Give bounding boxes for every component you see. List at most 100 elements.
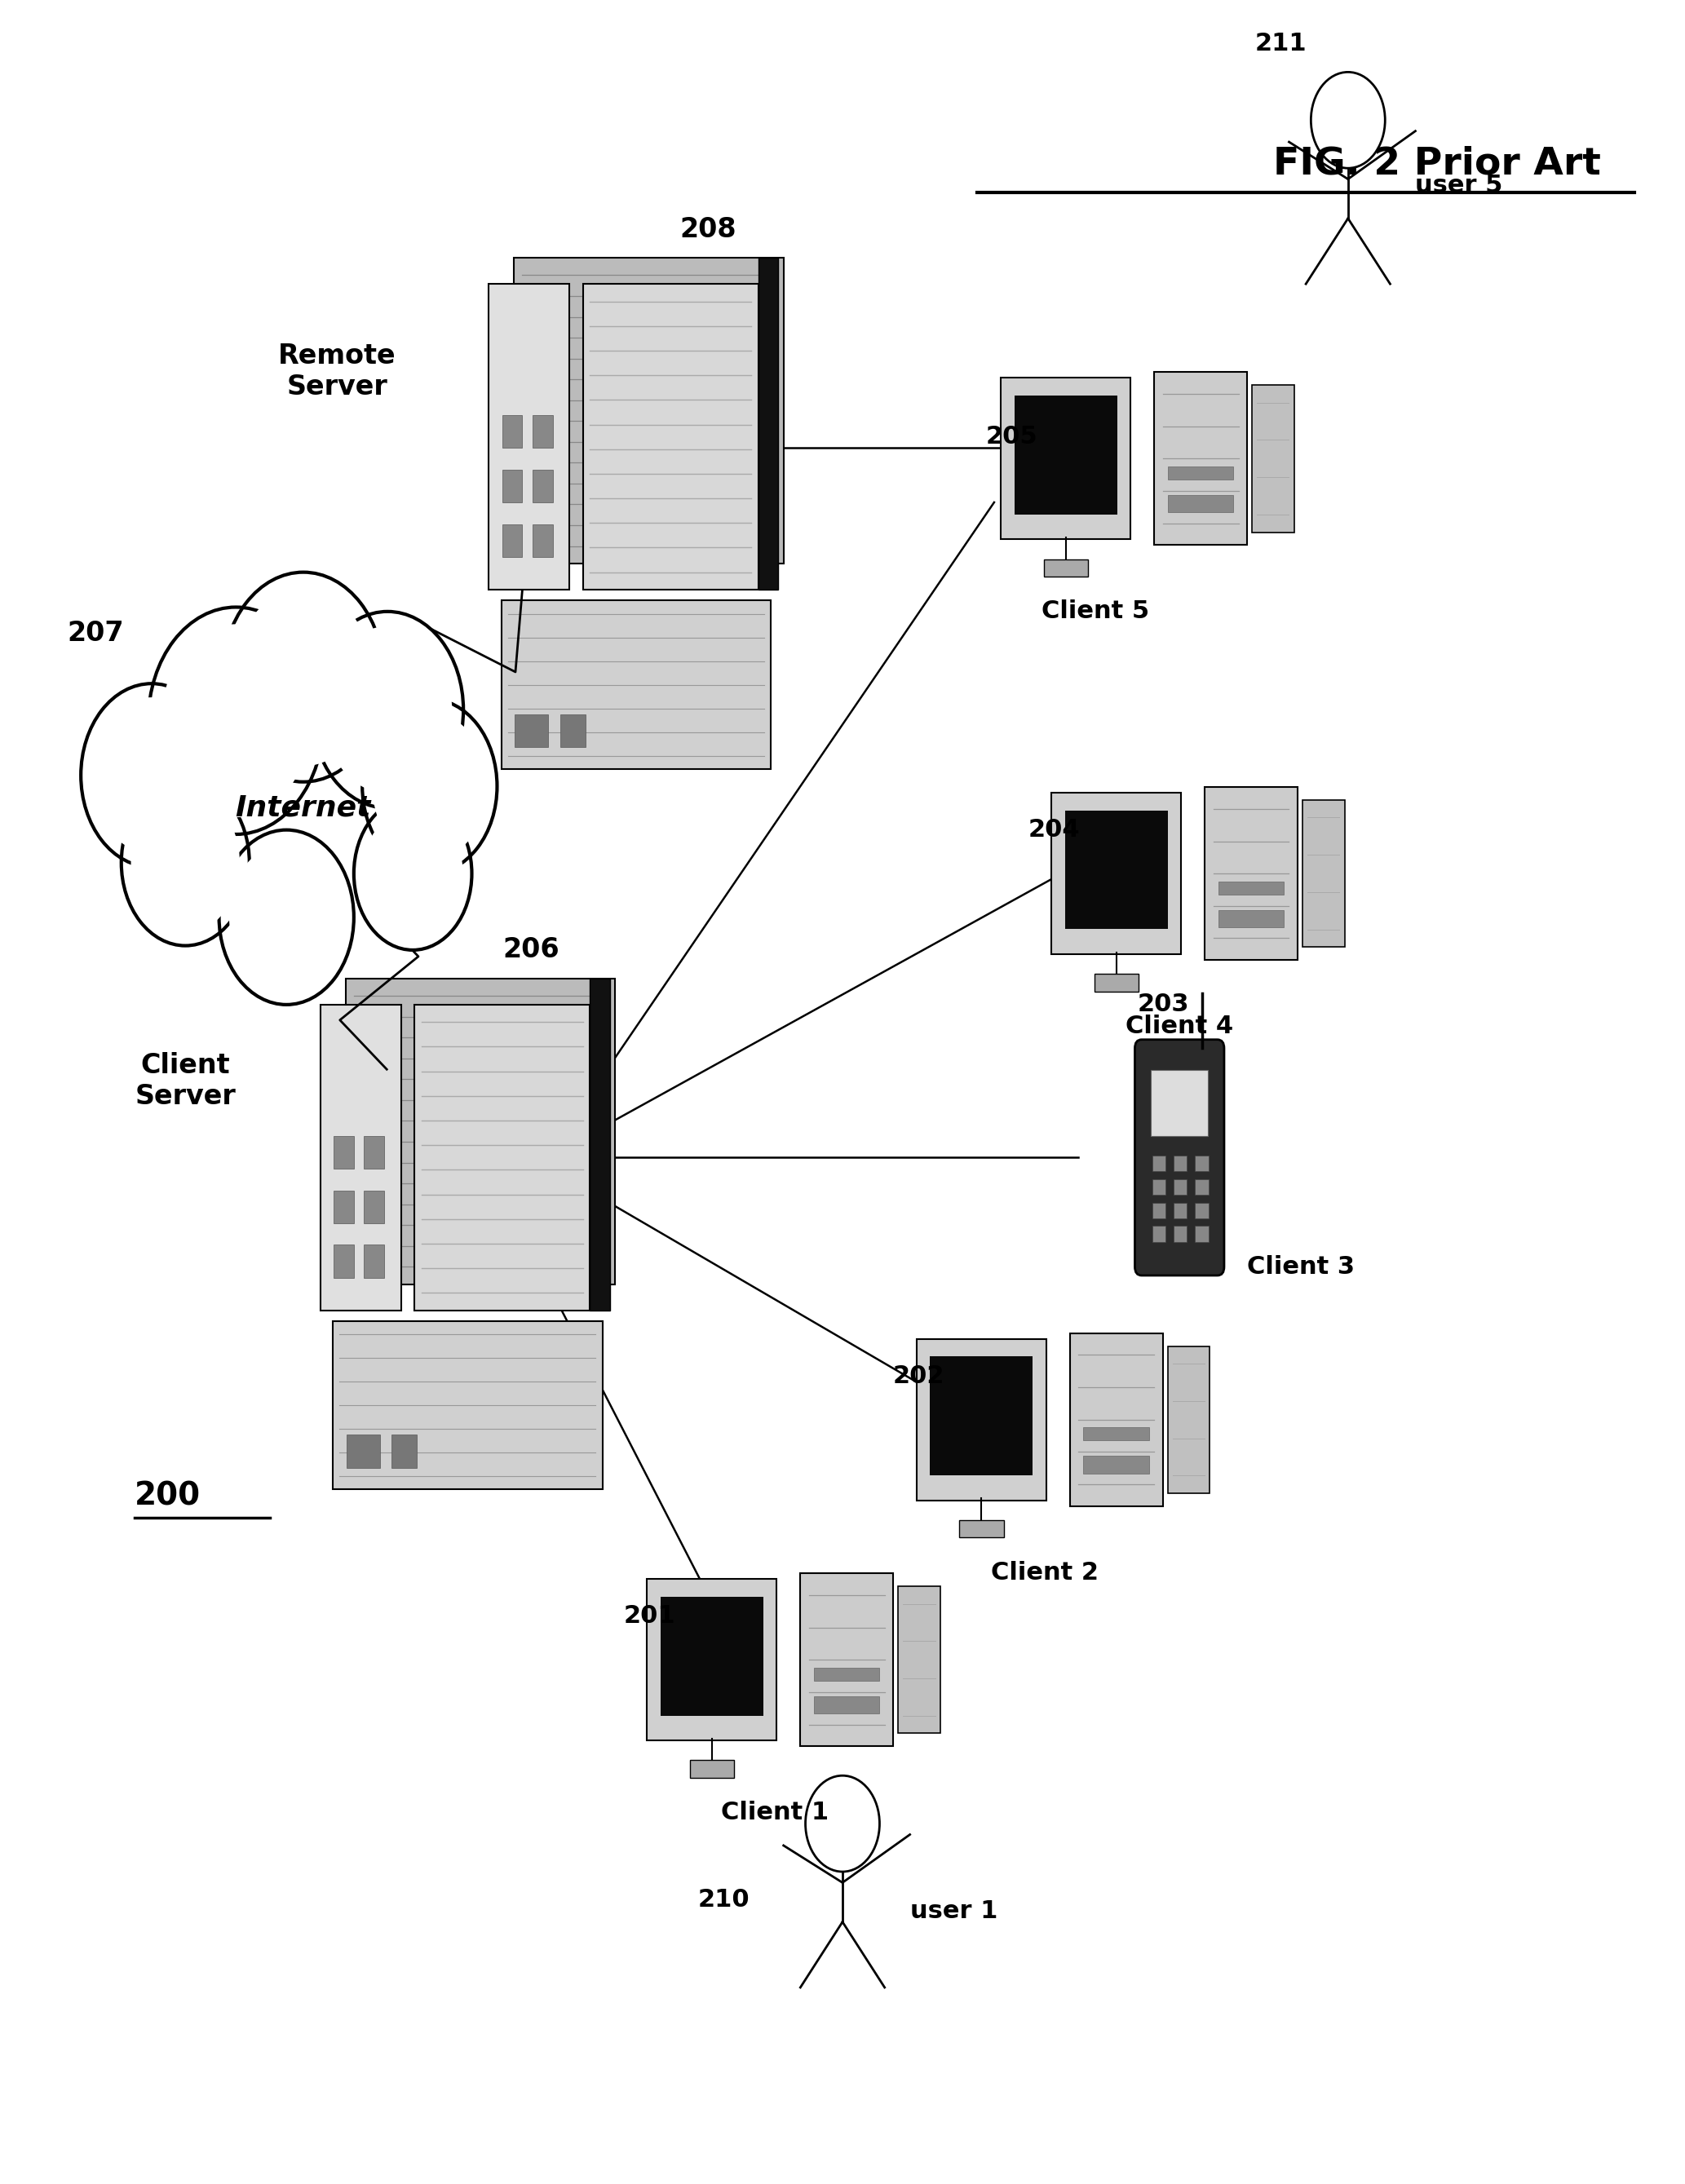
Text: Internet: Internet — [236, 795, 371, 821]
Text: FIG. 2 Prior Art: FIG. 2 Prior Art — [1272, 146, 1601, 181]
FancyBboxPatch shape — [1001, 378, 1131, 539]
FancyBboxPatch shape — [959, 1520, 1004, 1538]
FancyBboxPatch shape — [1252, 384, 1294, 533]
Bar — [814, 1669, 880, 1682]
FancyBboxPatch shape — [661, 1597, 763, 1717]
Bar — [391, 1435, 418, 1468]
Bar — [1153, 1179, 1166, 1195]
FancyBboxPatch shape — [1094, 974, 1139, 992]
Text: 204: 204 — [1028, 819, 1080, 841]
Bar — [1153, 1203, 1166, 1219]
Text: Client 2: Client 2 — [991, 1562, 1099, 1583]
FancyBboxPatch shape — [1136, 1040, 1223, 1275]
Bar — [1173, 1225, 1186, 1243]
Text: 202: 202 — [893, 1365, 945, 1387]
Bar — [334, 1245, 354, 1278]
Circle shape — [121, 780, 249, 946]
Text: Client 3: Client 3 — [1247, 1256, 1355, 1278]
Bar — [502, 470, 522, 502]
Circle shape — [91, 697, 212, 854]
Bar — [1173, 1179, 1186, 1195]
Text: 200: 200 — [135, 1481, 201, 1511]
Bar — [1218, 911, 1284, 928]
Circle shape — [362, 808, 463, 939]
Bar — [1083, 1457, 1149, 1474]
Circle shape — [354, 797, 472, 950]
Text: Client 1: Client 1 — [721, 1802, 829, 1824]
Circle shape — [372, 712, 487, 860]
Bar — [1195, 1225, 1208, 1243]
Text: 201: 201 — [623, 1605, 676, 1627]
Bar — [1153, 1225, 1166, 1243]
Text: 205: 205 — [986, 426, 1038, 448]
Bar — [1195, 1155, 1208, 1171]
Text: 207: 207 — [67, 620, 125, 646]
FancyBboxPatch shape — [345, 978, 615, 1284]
FancyBboxPatch shape — [930, 1356, 1033, 1476]
Bar — [334, 1136, 354, 1168]
Bar — [1195, 1179, 1208, 1195]
FancyBboxPatch shape — [320, 1005, 401, 1310]
Bar — [532, 470, 553, 502]
Bar — [1173, 1155, 1186, 1171]
FancyBboxPatch shape — [898, 1586, 940, 1734]
Bar — [502, 524, 522, 557]
Bar — [347, 1435, 381, 1468]
FancyBboxPatch shape — [590, 978, 610, 1310]
Bar — [334, 1190, 354, 1223]
FancyBboxPatch shape — [415, 1005, 590, 1310]
Text: user 5: user 5 — [1415, 175, 1503, 197]
Bar — [1173, 1203, 1186, 1219]
Circle shape — [234, 587, 372, 767]
Text: user 1: user 1 — [910, 1900, 998, 1922]
FancyBboxPatch shape — [1014, 395, 1117, 513]
Circle shape — [312, 612, 463, 808]
FancyBboxPatch shape — [583, 284, 758, 590]
Text: 211: 211 — [1255, 33, 1306, 55]
Bar — [532, 415, 553, 448]
Circle shape — [1311, 72, 1385, 168]
Bar — [532, 524, 553, 557]
FancyBboxPatch shape — [1051, 793, 1181, 954]
FancyBboxPatch shape — [647, 1579, 777, 1741]
Circle shape — [362, 699, 497, 874]
FancyBboxPatch shape — [1070, 1332, 1163, 1507]
FancyBboxPatch shape — [1303, 799, 1345, 948]
Text: 203: 203 — [1137, 994, 1190, 1016]
Text: 208: 208 — [679, 216, 736, 242]
Bar — [1168, 496, 1233, 513]
Text: Client 5: Client 5 — [1041, 601, 1149, 622]
FancyBboxPatch shape — [917, 1339, 1046, 1500]
Bar — [559, 714, 586, 747]
FancyBboxPatch shape — [1168, 1345, 1210, 1494]
FancyBboxPatch shape — [758, 258, 778, 590]
Text: Client 4: Client 4 — [1126, 1016, 1233, 1037]
Circle shape — [229, 843, 344, 992]
FancyBboxPatch shape — [1205, 786, 1297, 961]
Circle shape — [162, 625, 310, 817]
Bar — [1083, 1428, 1149, 1441]
Circle shape — [148, 607, 324, 834]
FancyBboxPatch shape — [489, 284, 570, 590]
Text: Remote
Server: Remote Server — [278, 343, 396, 400]
Bar — [1168, 467, 1233, 480]
Circle shape — [222, 572, 384, 782]
Circle shape — [805, 1776, 880, 1872]
FancyBboxPatch shape — [502, 601, 772, 769]
FancyBboxPatch shape — [514, 258, 784, 563]
FancyBboxPatch shape — [1151, 1070, 1208, 1136]
Bar — [502, 415, 522, 448]
FancyBboxPatch shape — [334, 1321, 603, 1489]
Bar — [1195, 1203, 1208, 1219]
Bar — [516, 714, 549, 747]
FancyBboxPatch shape — [689, 1760, 735, 1778]
FancyBboxPatch shape — [1065, 810, 1168, 930]
Bar — [1218, 882, 1284, 895]
FancyBboxPatch shape — [800, 1572, 893, 1747]
Bar — [1153, 1155, 1166, 1171]
Bar — [364, 1190, 384, 1223]
Circle shape — [219, 830, 354, 1005]
Circle shape — [324, 627, 452, 793]
Bar — [814, 1697, 880, 1714]
Text: 206: 206 — [502, 937, 559, 963]
